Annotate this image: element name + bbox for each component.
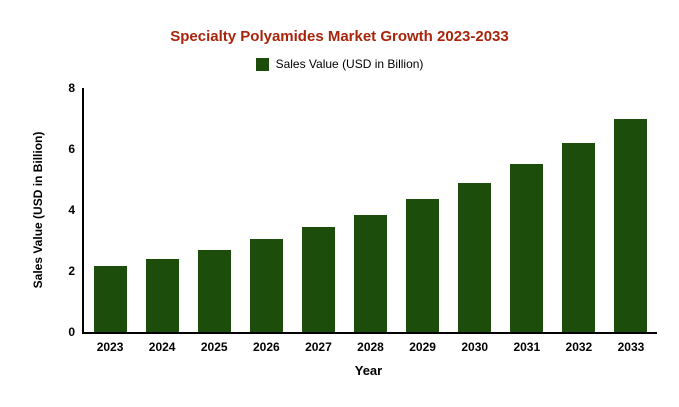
bar-slot — [136, 88, 188, 332]
y-tick-label: 4 — [68, 203, 75, 217]
bars-container — [84, 88, 657, 332]
x-tick-label: 2027 — [305, 340, 332, 354]
x-tick-label: 2029 — [409, 340, 436, 354]
bar — [562, 142, 596, 332]
x-axis-title: Year — [354, 363, 383, 378]
bar-slot — [84, 88, 136, 332]
x-tick-label: 2033 — [617, 340, 645, 354]
legend: Sales Value (USD in Billion) — [0, 57, 679, 71]
plot-area: 2023 2024 2025 2026 2027 2028 2029 2030 2031 2032… — [68, 82, 657, 354]
bar — [510, 164, 544, 332]
y-tick-label: 0 — [68, 325, 75, 339]
x-tick-label: 2023 — [96, 340, 124, 354]
x-tick-label: 2032 — [565, 340, 593, 354]
bar — [406, 199, 440, 332]
x-tick-label: 2024 — [148, 340, 176, 354]
bar — [145, 258, 179, 332]
y-tick-label: 8 — [68, 81, 75, 95]
bar — [197, 249, 231, 332]
x-tick-label: 2028 — [357, 340, 384, 354]
bar-slot — [188, 88, 240, 332]
x-axis-tick-labels: 2023 2024 2025 2026 2027 2028 2029 2030 2031 2032… — [84, 340, 657, 354]
bar-slot — [553, 88, 605, 332]
x-tick-label: 2030 — [461, 340, 489, 354]
x-tick-label: 2026 — [252, 340, 280, 354]
legend-label: Sales Value (USD in Billion) — [275, 57, 424, 71]
bar-slot — [605, 88, 657, 332]
bar — [93, 266, 127, 332]
bar-slot — [344, 88, 396, 332]
bar-slot — [292, 88, 344, 332]
y-axis-title: Sales Value (USD in Billion) — [31, 131, 45, 289]
y-tick-label: 2 — [68, 264, 75, 278]
bar — [458, 182, 492, 332]
legend-swatch-icon — [255, 57, 269, 71]
chart-title: Specialty Polyamides Market Growth 2023-… — [170, 28, 509, 45]
bar — [614, 118, 648, 332]
bar-slot — [449, 88, 501, 332]
x-tick-label: 2031 — [513, 340, 541, 354]
bar-slot — [240, 88, 292, 332]
y-tick-label: 6 — [68, 142, 75, 156]
bar — [354, 214, 388, 332]
bar — [301, 226, 335, 332]
bar-slot — [397, 88, 449, 332]
bar — [249, 238, 283, 332]
bar-slot — [501, 88, 553, 332]
x-tick-label: 2025 — [200, 340, 228, 354]
